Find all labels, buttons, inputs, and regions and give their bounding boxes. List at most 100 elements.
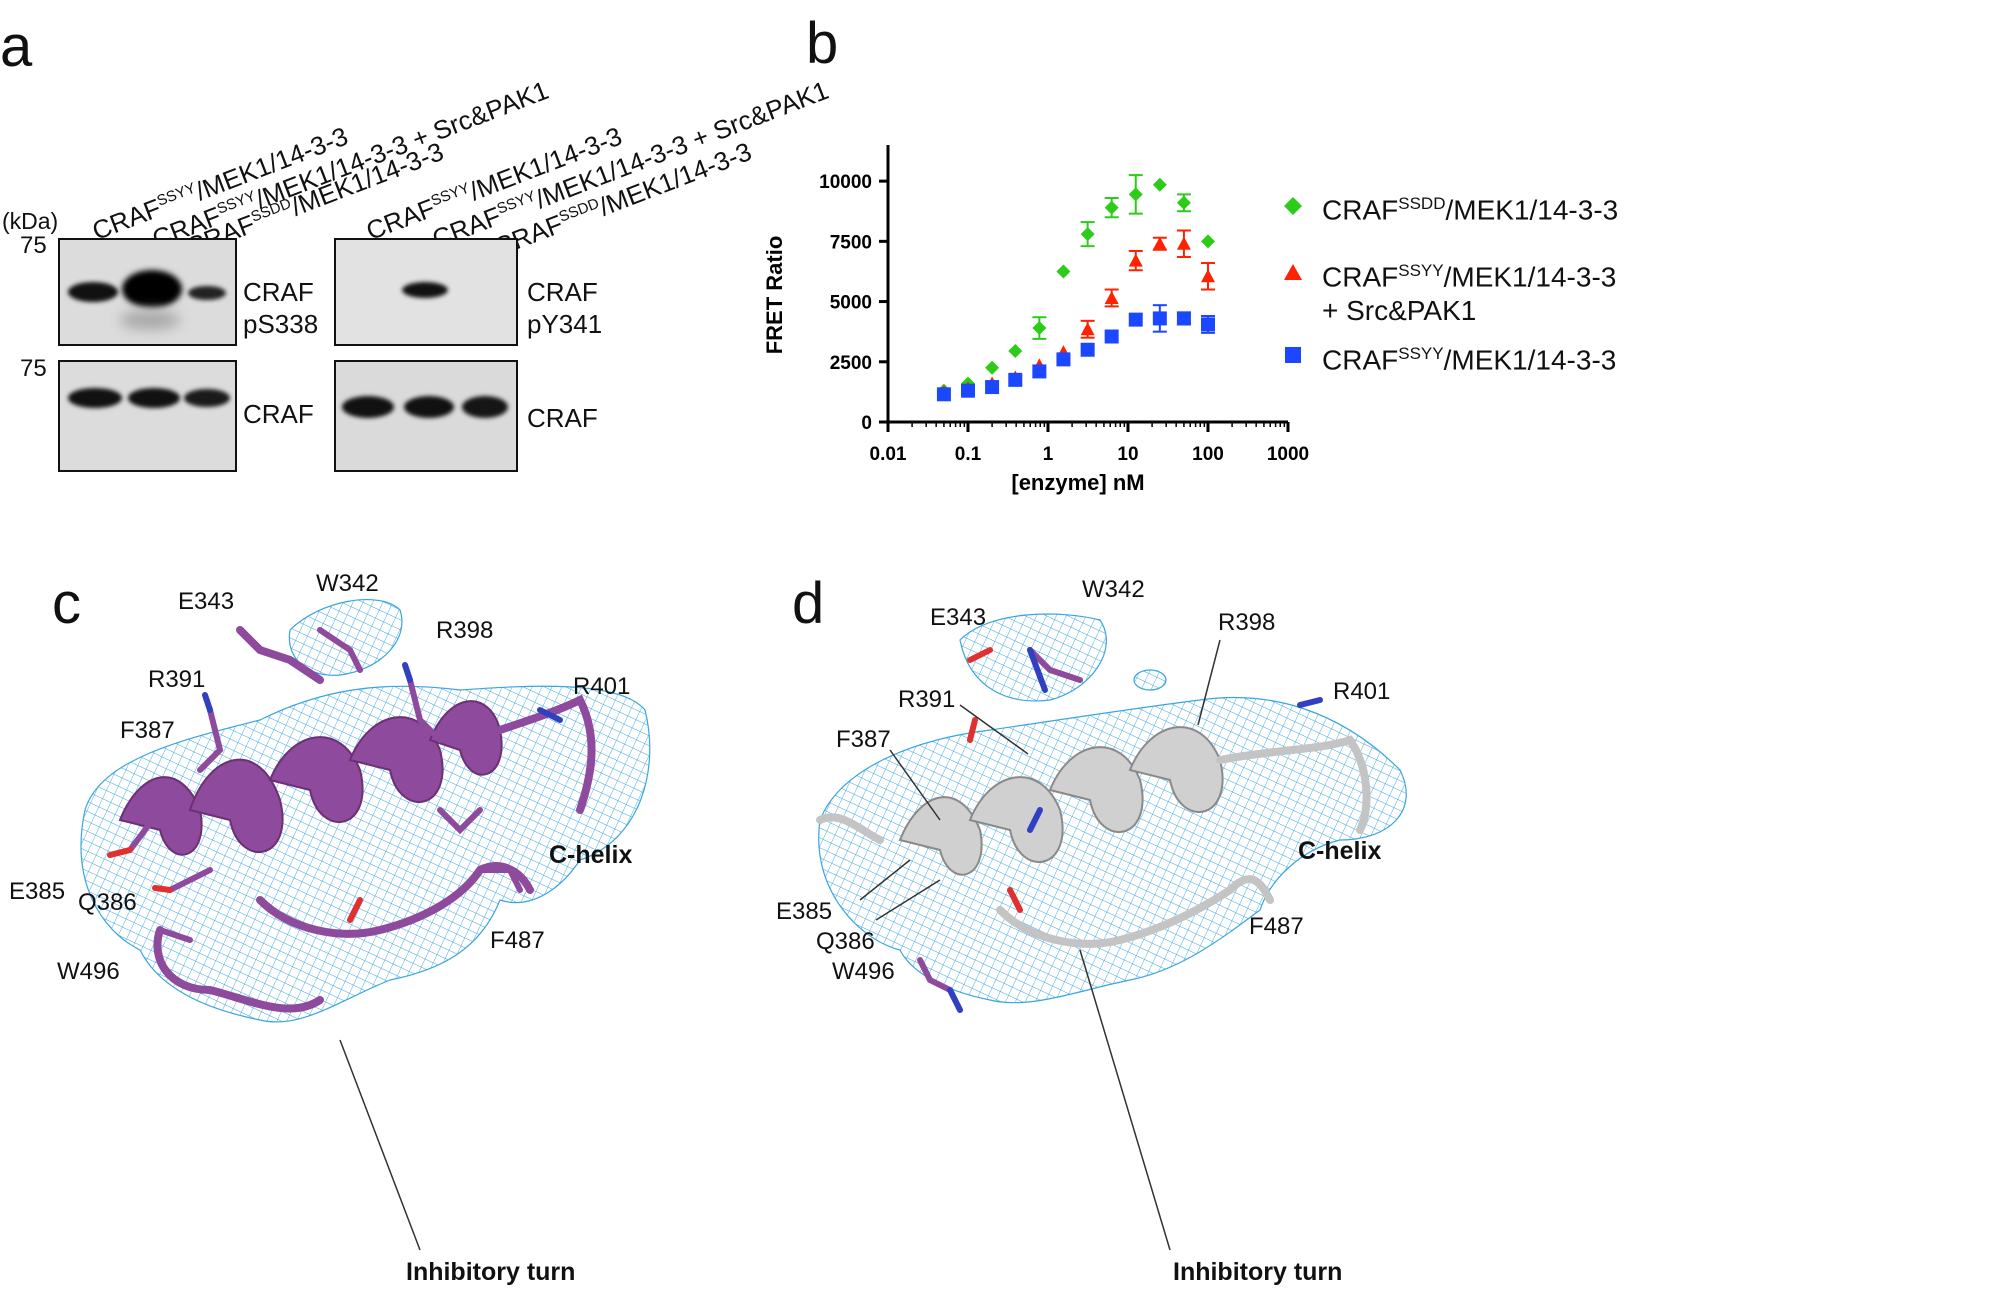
label-d-w496: W496 xyxy=(832,958,895,985)
data-point-series-3 xyxy=(1008,372,1023,387)
data-point-series-3 xyxy=(1201,317,1215,332)
label-d-e343: E343 xyxy=(930,604,987,631)
band-lane3 xyxy=(462,396,508,418)
pointer-line-c xyxy=(339,1039,421,1251)
blot-craf-right xyxy=(334,360,518,472)
band-lane3 xyxy=(188,286,226,300)
band-lane2 xyxy=(128,388,180,408)
panel-letter-d: d xyxy=(792,571,825,636)
data-point-series-1 xyxy=(985,360,1000,375)
blot-craf-left xyxy=(58,360,237,472)
y-tick-label: 7500 xyxy=(830,232,872,253)
label-d-inhibitory-turn: Inhibitory turn xyxy=(1173,1258,1343,1286)
panel-letter-a: a xyxy=(0,14,33,79)
data-point-series-3 xyxy=(1104,329,1119,344)
helix-cartoon xyxy=(898,726,1224,876)
blot-label-craf-right: CRAF xyxy=(527,403,598,433)
label-c-f387: F387 xyxy=(120,717,175,744)
label-c-r398: R398 xyxy=(436,617,494,644)
y-tick-label: 0 xyxy=(861,413,872,434)
helix-cartoon xyxy=(118,700,503,856)
label-c-f487: F487 xyxy=(490,927,545,954)
blot-pY341 xyxy=(334,238,518,346)
label-c-q386: Q386 xyxy=(78,889,137,916)
blot-label-pS338: CRAF pS338 xyxy=(243,277,319,339)
label-c-w342: W342 xyxy=(316,570,379,597)
label-c-e343: E343 xyxy=(178,588,235,615)
data-point-series-1 xyxy=(1128,187,1143,202)
label-d-r391: R391 xyxy=(898,686,956,713)
data-point-series-3 xyxy=(961,383,975,398)
data-point-series-2 xyxy=(1128,253,1143,267)
data-point-series-1 xyxy=(1056,264,1071,279)
data-point-series-2 xyxy=(1176,236,1191,250)
label-c-w496: W496 xyxy=(57,958,120,985)
band-smear xyxy=(120,310,180,330)
band-lane3 xyxy=(184,389,230,407)
mw-marker-top: 75 xyxy=(20,232,47,259)
blot-label-craf-left: CRAF xyxy=(243,399,314,429)
label-d-q386: Q386 xyxy=(816,928,875,955)
label-c-inhibitory-turn: Inhibitory turn xyxy=(406,1258,576,1286)
data-point-series-1 xyxy=(1080,227,1095,242)
data-point-series-3 xyxy=(1152,311,1167,326)
data-point-series-1 xyxy=(1032,321,1047,336)
label-d-f487: F487 xyxy=(1249,913,1304,940)
legend-label-src-pak1: CRAFSSYY/MEK1/14-3-3 + Src&PAK1 xyxy=(1322,261,1617,327)
legend-label-ssdd: CRAFSSDD/MEK1/14-3-3 xyxy=(1322,194,1619,226)
blot-label-pY341: CRAF pY341 xyxy=(527,277,603,339)
data-point-series-3 xyxy=(1080,342,1095,357)
blot-pS338 xyxy=(58,238,237,346)
backbone-trace xyxy=(153,626,596,1013)
data-point-series-3 xyxy=(1128,312,1143,327)
side-chains xyxy=(107,627,563,943)
y-axis-label: FRET Ratio xyxy=(762,236,787,355)
label-d-c-helix: C-helix xyxy=(1298,837,1382,865)
label-c-r401: R401 xyxy=(573,673,631,700)
fret-chart: 0 2500 5000 7500 10000 0.01 0.1 1 10 100 1000 FRET… xyxy=(762,145,1309,495)
panel-letter-c: c xyxy=(52,571,81,636)
data-point-series-2 xyxy=(1152,236,1167,250)
band-lane1 xyxy=(68,388,122,408)
data-point-series-1 xyxy=(1201,234,1215,249)
label-d-e385: E385 xyxy=(776,898,833,925)
data-point-series-2 xyxy=(1104,290,1119,304)
label-d-f387: F387 xyxy=(836,726,891,753)
y-tick-label: 10000 xyxy=(819,172,872,193)
panel-letter-b: b xyxy=(806,11,839,76)
data-point-series-2 xyxy=(1080,322,1095,336)
data-point-series-1 xyxy=(1008,343,1023,358)
label-c-e385: E385 xyxy=(9,878,66,905)
structure-c xyxy=(80,599,651,1023)
data-point-series-3 xyxy=(1176,311,1191,326)
label-d-w342: W342 xyxy=(1082,576,1145,603)
x-tick-label: 1000 xyxy=(1267,444,1309,465)
x-tick-label: 1 xyxy=(1043,444,1054,465)
data-point-series-3 xyxy=(985,380,1000,395)
backbone-trace xyxy=(816,735,1371,948)
x-axis-label: [enzyme] nM xyxy=(1011,470,1144,495)
legend-label-ssyy: CRAFSSYY/MEK1/14-3-3 xyxy=(1322,344,1617,376)
kda-label: (kDa) xyxy=(2,208,59,234)
data-point-series-2 xyxy=(1201,269,1215,283)
band-lane1 xyxy=(68,282,118,302)
x-tick-label: 100 xyxy=(1192,444,1224,465)
band-lane2 xyxy=(122,270,182,308)
x-tick-label: 0.1 xyxy=(955,444,982,465)
pointer-lines-d xyxy=(859,639,1221,1251)
band-lane2 xyxy=(402,282,448,298)
data-point-series-1 xyxy=(1104,200,1119,215)
legend-marker-ssdd xyxy=(1284,197,1302,215)
x-tick-label: 10 xyxy=(1117,444,1138,465)
data-point-series-3 xyxy=(936,387,951,402)
band-lane1 xyxy=(342,396,394,418)
side-chains xyxy=(917,647,1323,1013)
data-point-series-3 xyxy=(1032,364,1047,379)
legend-marker-src-pak1 xyxy=(1284,264,1302,280)
legend-marker-ssyy xyxy=(1285,347,1301,363)
data-point-series-1 xyxy=(1152,177,1167,192)
data-point-series-1 xyxy=(1176,195,1191,210)
structure-d xyxy=(816,613,1407,1013)
label-c-r391: R391 xyxy=(148,666,206,693)
mw-marker-bottom: 75 xyxy=(20,355,47,382)
